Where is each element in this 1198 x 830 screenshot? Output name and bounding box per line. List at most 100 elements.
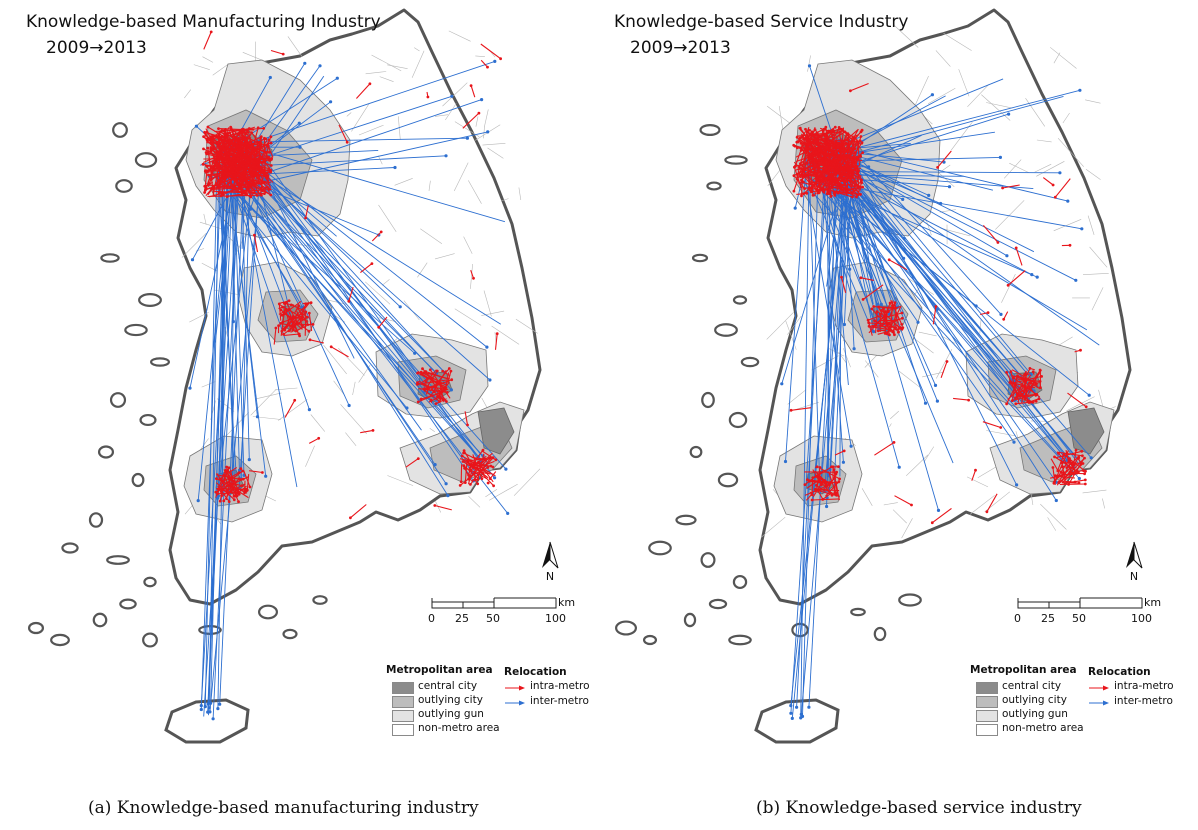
legend-metro-title: Metropolitan area bbox=[970, 664, 1077, 676]
island-outline bbox=[648, 540, 672, 556]
island-outline bbox=[282, 628, 298, 640]
legend-item-label: non-metro area bbox=[1002, 722, 1084, 734]
island-outline bbox=[728, 411, 748, 429]
island-outline bbox=[728, 634, 752, 646]
figure-caption: (a) Knowledge-based manufacturing indust… bbox=[88, 798, 479, 818]
island-outline bbox=[88, 512, 104, 528]
outlying-gun-swatch bbox=[976, 710, 998, 722]
island-outline bbox=[106, 555, 130, 565]
island-outline bbox=[675, 514, 697, 526]
island-outline bbox=[142, 632, 158, 648]
island-outline bbox=[92, 612, 108, 628]
island-outline bbox=[139, 413, 157, 427]
legend: Metropolitan area Relocation central cit… bbox=[970, 664, 1180, 744]
island-outline bbox=[143, 576, 157, 588]
central-city-swatch bbox=[392, 682, 414, 694]
blue-arrow-icon bbox=[505, 700, 525, 706]
legend-item-label: central city bbox=[1002, 680, 1062, 692]
map-panel-manufacturing: Knowledge-based Manufacturing Industry 2… bbox=[0, 0, 590, 830]
korea-map-service bbox=[615, 8, 1132, 744]
scale-tick: 50 bbox=[1072, 612, 1086, 625]
jeju-island-outline bbox=[164, 698, 250, 744]
red-arrow-icon bbox=[505, 685, 525, 691]
legend-item-label: inter-metro bbox=[1114, 695, 1173, 707]
island-outline bbox=[100, 253, 120, 263]
legend-item-label: central city bbox=[418, 680, 478, 692]
island-outline bbox=[61, 542, 79, 554]
island-outline bbox=[706, 181, 722, 191]
panel-title: Knowledge-based Manufacturing Industry bbox=[26, 12, 381, 32]
legend-item-label: outlying gun bbox=[418, 708, 484, 720]
island-outline bbox=[312, 595, 328, 605]
legend-item-label: intra-metro bbox=[1114, 680, 1174, 692]
island-outline bbox=[708, 598, 728, 610]
outlying-city-swatch bbox=[392, 696, 414, 708]
panel-title: Knowledge-based Service Industry bbox=[614, 12, 909, 32]
legend-item-label: intra-metro bbox=[530, 680, 590, 692]
panel-period: 2009→2013 bbox=[630, 38, 731, 58]
jeju-island-outline bbox=[754, 698, 840, 744]
legend-item-label: outlying city bbox=[418, 694, 483, 706]
korea-map-manufacturing bbox=[27, 8, 542, 744]
scale-tick: 50 bbox=[486, 612, 500, 625]
outlying-gun-swatch bbox=[392, 710, 414, 722]
island-outline bbox=[732, 574, 748, 590]
island-outline bbox=[112, 122, 128, 138]
island-outline bbox=[138, 293, 162, 307]
legend-item-label: non-metro area bbox=[418, 722, 500, 734]
central-city-area bbox=[477, 407, 515, 455]
scale-tick: 100 bbox=[545, 612, 566, 625]
north-arrow-icon: N bbox=[1122, 540, 1146, 584]
island-outline bbox=[898, 593, 922, 607]
intra-metro-arrows bbox=[789, 82, 1088, 525]
legend: Metropolitan area Relocation central cit… bbox=[386, 664, 596, 744]
legend-metro-title: Metropolitan area bbox=[386, 664, 493, 676]
island-outline bbox=[717, 472, 739, 488]
island-outline bbox=[134, 152, 158, 168]
scale-tick: 25 bbox=[455, 612, 469, 625]
island-outline bbox=[691, 253, 709, 263]
map-panel-service: Knowledge-based Service Industry 2009→20… bbox=[590, 0, 1180, 830]
legend-relocation-title: Relocation bbox=[504, 666, 567, 678]
north-label: N bbox=[1129, 570, 1139, 583]
island-outline bbox=[850, 607, 866, 617]
panel-period: 2009→2013 bbox=[46, 38, 147, 58]
legend-item-label: outlying city bbox=[1002, 694, 1067, 706]
island-outline bbox=[724, 155, 748, 165]
scale-bar: 0 25 50 100 km bbox=[1014, 596, 1164, 626]
figure-caption: (b) Knowledge-based service industry bbox=[756, 798, 1082, 818]
scale-tick: 100 bbox=[1131, 612, 1152, 625]
island-outline bbox=[115, 179, 133, 193]
legend-item-label: inter-metro bbox=[530, 695, 589, 707]
island-outline bbox=[119, 598, 137, 610]
north-label: N bbox=[545, 570, 555, 583]
north-arrow-icon: N bbox=[538, 540, 562, 584]
island-outline bbox=[740, 356, 760, 368]
island-outline bbox=[257, 604, 279, 620]
legend-relocation-title: Relocation bbox=[1088, 666, 1151, 678]
island-outline bbox=[689, 445, 703, 459]
scale-bar: 0 25 50 100 km bbox=[428, 596, 578, 626]
island-outline bbox=[109, 392, 127, 408]
scale-unit: km bbox=[558, 596, 576, 609]
island-outline bbox=[97, 445, 115, 459]
map-group bbox=[615, 8, 1132, 744]
central-city-area bbox=[1067, 407, 1105, 455]
map-group bbox=[27, 8, 542, 744]
island-outline bbox=[27, 621, 45, 635]
intra-metro-arrows bbox=[201, 30, 502, 520]
island-outline bbox=[683, 612, 697, 628]
island-outline bbox=[700, 552, 716, 568]
island-outline bbox=[714, 323, 738, 337]
inter-metro-arrows bbox=[188, 59, 510, 721]
scale-tick: 0 bbox=[1014, 612, 1021, 625]
island-outline bbox=[642, 634, 658, 646]
central-city-swatch bbox=[976, 682, 998, 694]
non-metro-swatch bbox=[976, 724, 998, 736]
non-metro-swatch bbox=[392, 724, 414, 736]
scale-unit: km bbox=[1144, 596, 1162, 609]
island-outline bbox=[124, 323, 148, 337]
island-outline bbox=[701, 391, 715, 409]
blue-arrow-icon bbox=[1089, 700, 1109, 706]
island-outline bbox=[150, 357, 170, 367]
